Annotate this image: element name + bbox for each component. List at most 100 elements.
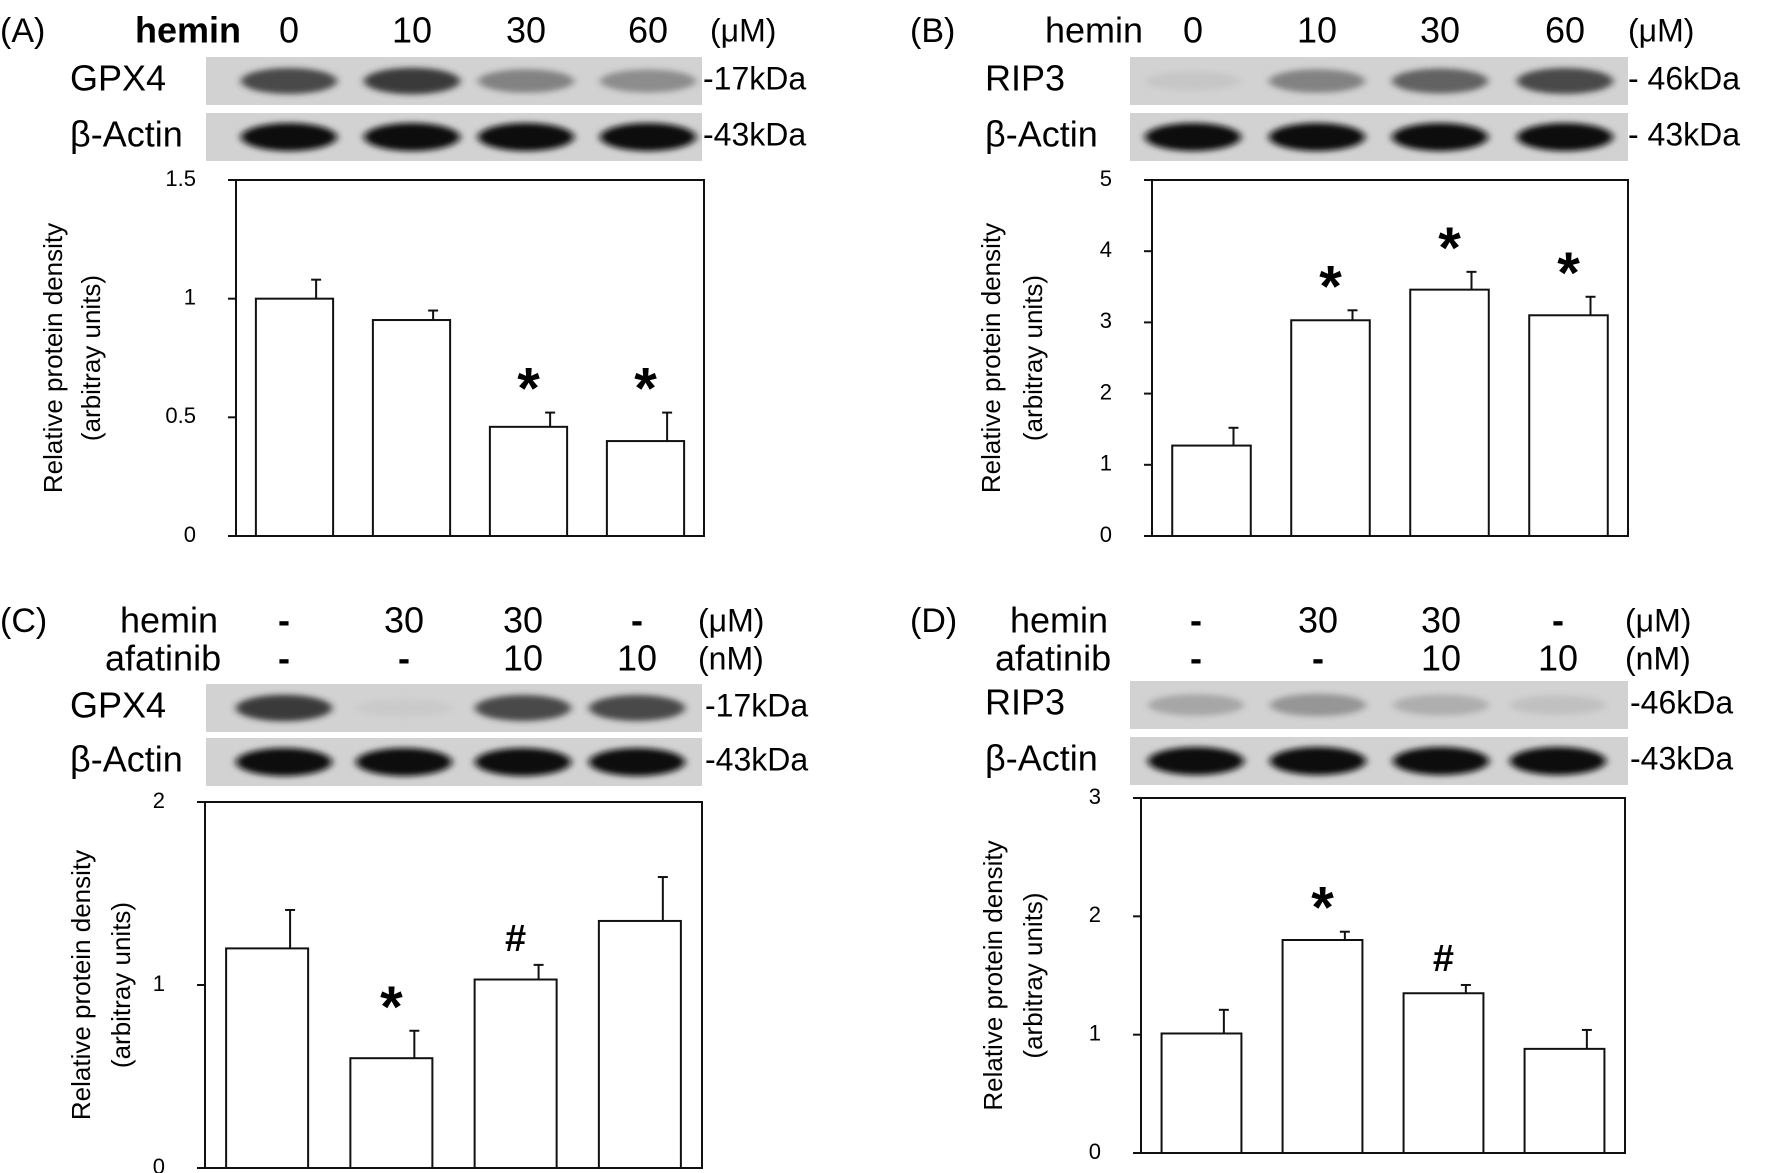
y-tick-label: 1.5 <box>165 166 196 191</box>
blot-band <box>1517 123 1613 151</box>
y-tick-label: 5 <box>1100 166 1112 191</box>
blot-band <box>356 748 452 776</box>
condition-value: - <box>1190 600 1202 641</box>
bar <box>371 319 452 537</box>
bar <box>1290 319 1371 537</box>
condition-unit: (μM) <box>1628 12 1694 48</box>
condition-label-hemin: hemin <box>120 600 218 641</box>
blot-band <box>1269 123 1365 151</box>
condition-value: - <box>278 600 290 641</box>
significance-hash: # <box>1433 938 1454 980</box>
condition-value: 10 <box>503 638 543 679</box>
blot-rip3: RIP3 -46kDa <box>985 681 1733 729</box>
bar-chart-d: 0 1 2 3 Relative protein density (arbitray un… <box>978 784 1626 1164</box>
y-axis-label: (arbitray units) <box>106 902 136 1068</box>
y-axis-label: Relative protein density <box>38 223 68 493</box>
blot-band <box>1510 747 1606 775</box>
protein-label: β-Actin <box>985 738 1098 779</box>
condition-unit: (nM) <box>698 640 764 676</box>
y-axis-label: Relative protein density <box>978 840 1008 1110</box>
protein-label: GPX4 <box>70 685 166 726</box>
blot-band <box>478 123 574 151</box>
blot-actin: β-Actin -43kDa <box>985 737 1733 785</box>
blot-band <box>1393 694 1489 716</box>
blot-band <box>1269 69 1365 93</box>
y-tick-label: 2 <box>1100 379 1112 404</box>
y-tick-label: 2 <box>1089 902 1101 927</box>
condition-label-hemin: hemin <box>135 10 241 51</box>
y-axis-label: (arbitray units) <box>76 275 106 441</box>
condition-label-hemin: hemin <box>1045 10 1143 51</box>
condition-value: 10 <box>1421 638 1461 679</box>
panel-tag: (B) <box>910 12 955 50</box>
condition-label-afatinib: afatinib <box>995 638 1111 679</box>
blot-actin: β-Actin -43kDa <box>70 113 806 161</box>
condition-label-afatinib: afatinib <box>105 638 221 679</box>
condition-value: 60 <box>1545 10 1585 51</box>
condition-value: 30 <box>1421 600 1461 641</box>
bar <box>1528 314 1609 537</box>
blot-band <box>1145 71 1241 91</box>
condition-value: 10 <box>1538 638 1578 679</box>
blot-band <box>600 123 696 151</box>
blot-band <box>478 69 574 93</box>
y-tick-label: 3 <box>1089 784 1101 809</box>
y-tick-label: 1 <box>1100 451 1112 476</box>
blot-band <box>1392 123 1488 151</box>
bar <box>488 425 569 537</box>
blot-gpx4: GPX4 -17kDa <box>70 57 806 105</box>
condition-value: 10 <box>392 10 432 51</box>
blot-band <box>1510 695 1606 715</box>
y-axis-label: Relative protein density <box>976 223 1006 493</box>
significance-star: * <box>1311 876 1334 941</box>
blot-actin: β-Actin -43kDa <box>70 738 808 786</box>
y-axis-label: (arbitray units) <box>1018 275 1048 441</box>
condition-value: 30 <box>506 10 546 51</box>
protein-label: β-Actin <box>985 114 1098 155</box>
blot-band <box>236 748 332 776</box>
significance-star: * <box>517 357 540 422</box>
blot-band <box>1393 747 1489 775</box>
blot-band <box>241 123 337 151</box>
y-tick-label: 1 <box>1089 1020 1101 1045</box>
bar <box>225 947 310 1170</box>
y-tick-label: 2 <box>153 788 165 813</box>
panel-c: (C) hemin -30 30- (μM)afatinib - -10 10 (nM)GPX4… <box>0 600 808 1173</box>
panel-tag: (A) <box>0 12 45 50</box>
condition-value: 0 <box>279 10 299 51</box>
condition-value: 30 <box>1420 10 1460 51</box>
bar-chart-a: 0 0.5 1 1.5 Relative protein density (arbitra… <box>38 166 705 547</box>
condition-value: - <box>398 638 410 679</box>
plot-frame <box>1140 797 1626 1154</box>
protein-label: GPX4 <box>70 58 166 99</box>
blot-band <box>1392 68 1488 94</box>
blot-band <box>600 69 696 93</box>
blot-band <box>364 67 460 95</box>
blot-band <box>1148 747 1244 775</box>
condition-value: - <box>278 638 290 679</box>
condition-value: 60 <box>628 10 668 51</box>
bar <box>1523 1047 1606 1155</box>
plot-frame <box>235 179 705 537</box>
significance-star: * <box>1319 254 1342 319</box>
blot-band <box>236 694 332 722</box>
condition-value: 0 <box>1183 10 1203 51</box>
bar <box>254 297 335 537</box>
y-tick-label: 4 <box>1100 237 1112 262</box>
blot-band <box>1270 693 1366 717</box>
blot-actin: β-Actin - 43kDa <box>985 113 1740 161</box>
blot-band <box>1517 68 1613 94</box>
condition-unit: (μM) <box>710 12 776 48</box>
condition-value: 30 <box>384 600 424 641</box>
condition-value: 30 <box>503 600 543 641</box>
condition-label-hemin: hemin <box>1010 600 1108 641</box>
significance-star: * <box>634 357 657 422</box>
blot-band <box>589 695 685 721</box>
bar <box>1402 992 1485 1154</box>
kda-label: - 43kDa <box>1628 116 1740 152</box>
protein-label: β-Actin <box>70 114 183 155</box>
bar-chart-b: 0 1 2 3 4 5 Relative protein density (arbitray … <box>976 166 1629 547</box>
kda-label: -17kDa <box>705 687 808 723</box>
condition-value: - <box>1552 600 1564 641</box>
